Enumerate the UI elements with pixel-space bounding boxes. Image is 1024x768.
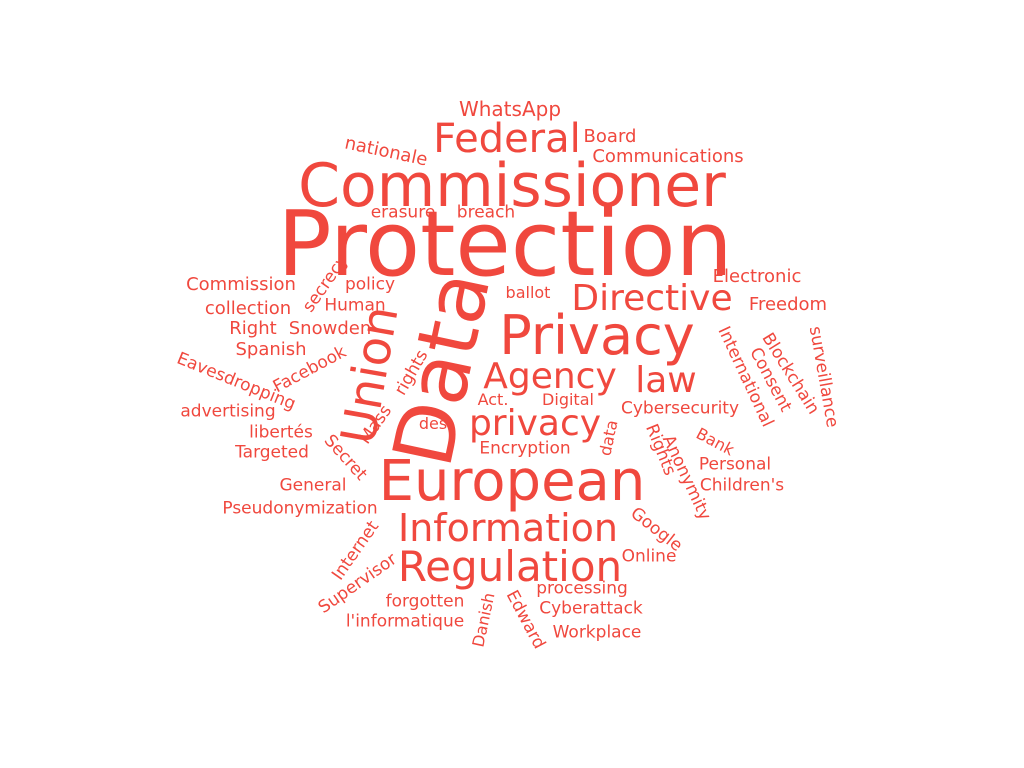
word-13: WhatsApp xyxy=(458,97,562,121)
word-49: Encryption xyxy=(479,438,571,459)
word-29: Spanish xyxy=(235,339,307,360)
word-39: Digital xyxy=(542,390,594,409)
word-63: Cyberattack xyxy=(539,598,643,619)
word-23: Freedom xyxy=(748,294,828,315)
word-54: Pseudonymization xyxy=(222,498,378,519)
word-10: Agency xyxy=(483,356,617,397)
word-61: Danish xyxy=(468,590,499,649)
word-25: collection xyxy=(204,298,292,319)
word-18: breach xyxy=(456,202,516,223)
word-11: privacy xyxy=(468,403,602,444)
word-38: Act. xyxy=(477,390,509,409)
word-20: Commission xyxy=(186,274,296,295)
word-27: Right xyxy=(229,318,277,339)
word-52: General xyxy=(279,475,347,496)
word-3: European xyxy=(378,449,646,514)
word-8: Federal xyxy=(433,116,581,162)
word-21: policy xyxy=(344,274,396,295)
word-14: Board xyxy=(583,126,637,147)
word-47: Targeted xyxy=(235,442,309,463)
word-26: Human xyxy=(324,295,386,316)
word-4: Privacy xyxy=(499,304,695,367)
word-59: processing xyxy=(536,578,628,599)
word-9: Directive xyxy=(571,278,733,319)
word-42: des xyxy=(418,414,448,433)
word-7: Information xyxy=(398,506,618,550)
word-64: l'informatique xyxy=(345,611,465,632)
word-53: Children's xyxy=(699,475,785,496)
word-51: Personal xyxy=(698,454,772,475)
word-12: law xyxy=(635,360,697,401)
word-0: Protection xyxy=(277,192,733,297)
word-65: Workplace xyxy=(552,622,642,643)
word-41: advertising xyxy=(180,401,276,422)
word-60: forgotten xyxy=(385,591,465,612)
word-17: erasure xyxy=(370,202,436,223)
word-22: ballot xyxy=(505,283,551,302)
word-2: Commissioner xyxy=(298,151,726,221)
word-28: Snowden xyxy=(288,318,372,339)
word-43: libertés xyxy=(249,422,313,443)
word-6: Regulation xyxy=(397,542,623,591)
word-57: Online xyxy=(621,546,677,567)
word-40: Cybersecurity xyxy=(620,398,740,419)
word-19: Electronic xyxy=(712,266,802,287)
word-15: Communications xyxy=(592,146,744,167)
